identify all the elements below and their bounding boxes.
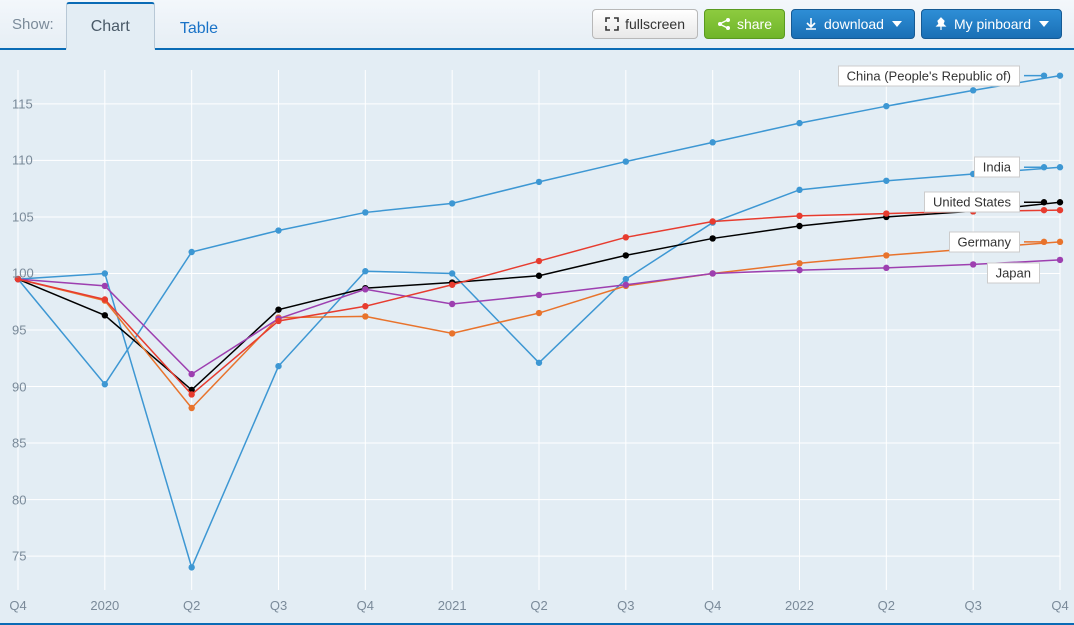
download-button[interactable]: download [791,9,915,39]
download-icon [804,17,818,31]
tab-table[interactable]: Table [155,5,243,50]
y-tick-label: 80 [0,492,40,507]
toolbar: Show: Chart Table fullscreen share downl… [0,0,1074,50]
x-tick-label: Q3 [270,598,287,613]
x-tick-label: Q4 [704,598,721,613]
x-tick-label: Q4 [1051,598,1068,613]
y-tick-label: 100 [0,266,40,281]
tab-chart[interactable]: Chart [66,2,155,50]
x-tick-label: Q3 [964,598,981,613]
fullscreen-icon [605,17,619,31]
chevron-down-icon [1039,21,1049,27]
x-tick-label: Q3 [617,598,634,613]
tabs: Chart Table [66,0,243,48]
x-tick-label: Q4 [357,598,374,613]
x-tick-label: Q2 [878,598,895,613]
share-icon [717,17,731,31]
series-label: India [974,157,1020,178]
x-tick-label: Q2 [183,598,200,613]
pin-icon [934,17,948,31]
line-chart: 75 80 85 90 95 100 105 110 115 Q4 2020 Q2 Q3 Q4 2021 Q2… [0,50,1074,625]
y-tick-label: 115 [0,96,40,111]
y-tick-label: 90 [0,379,40,394]
x-tick-label: Q2 [530,598,547,613]
x-tick-label: 2020 [90,598,119,613]
y-tick-label: 110 [0,153,40,168]
show-label: Show: [12,16,54,33]
y-tick-label: 85 [0,436,40,451]
series-label: Germany [949,231,1020,252]
series-label: China (People's Republic of) [838,65,1020,86]
share-button[interactable]: share [704,9,785,39]
x-tick-label: 2022 [785,598,814,613]
y-tick-label: 105 [0,209,40,224]
y-tick-label: 95 [0,323,40,338]
fullscreen-button[interactable]: fullscreen [592,9,698,39]
x-tick-label: 2021 [438,598,467,613]
series-label: United States [924,192,1020,213]
y-tick-label: 75 [0,549,40,564]
pinboard-button[interactable]: My pinboard [921,9,1062,39]
chevron-down-icon [892,21,902,27]
x-tick-label: Q4 [9,598,26,613]
series-label: Japan [987,263,1040,284]
